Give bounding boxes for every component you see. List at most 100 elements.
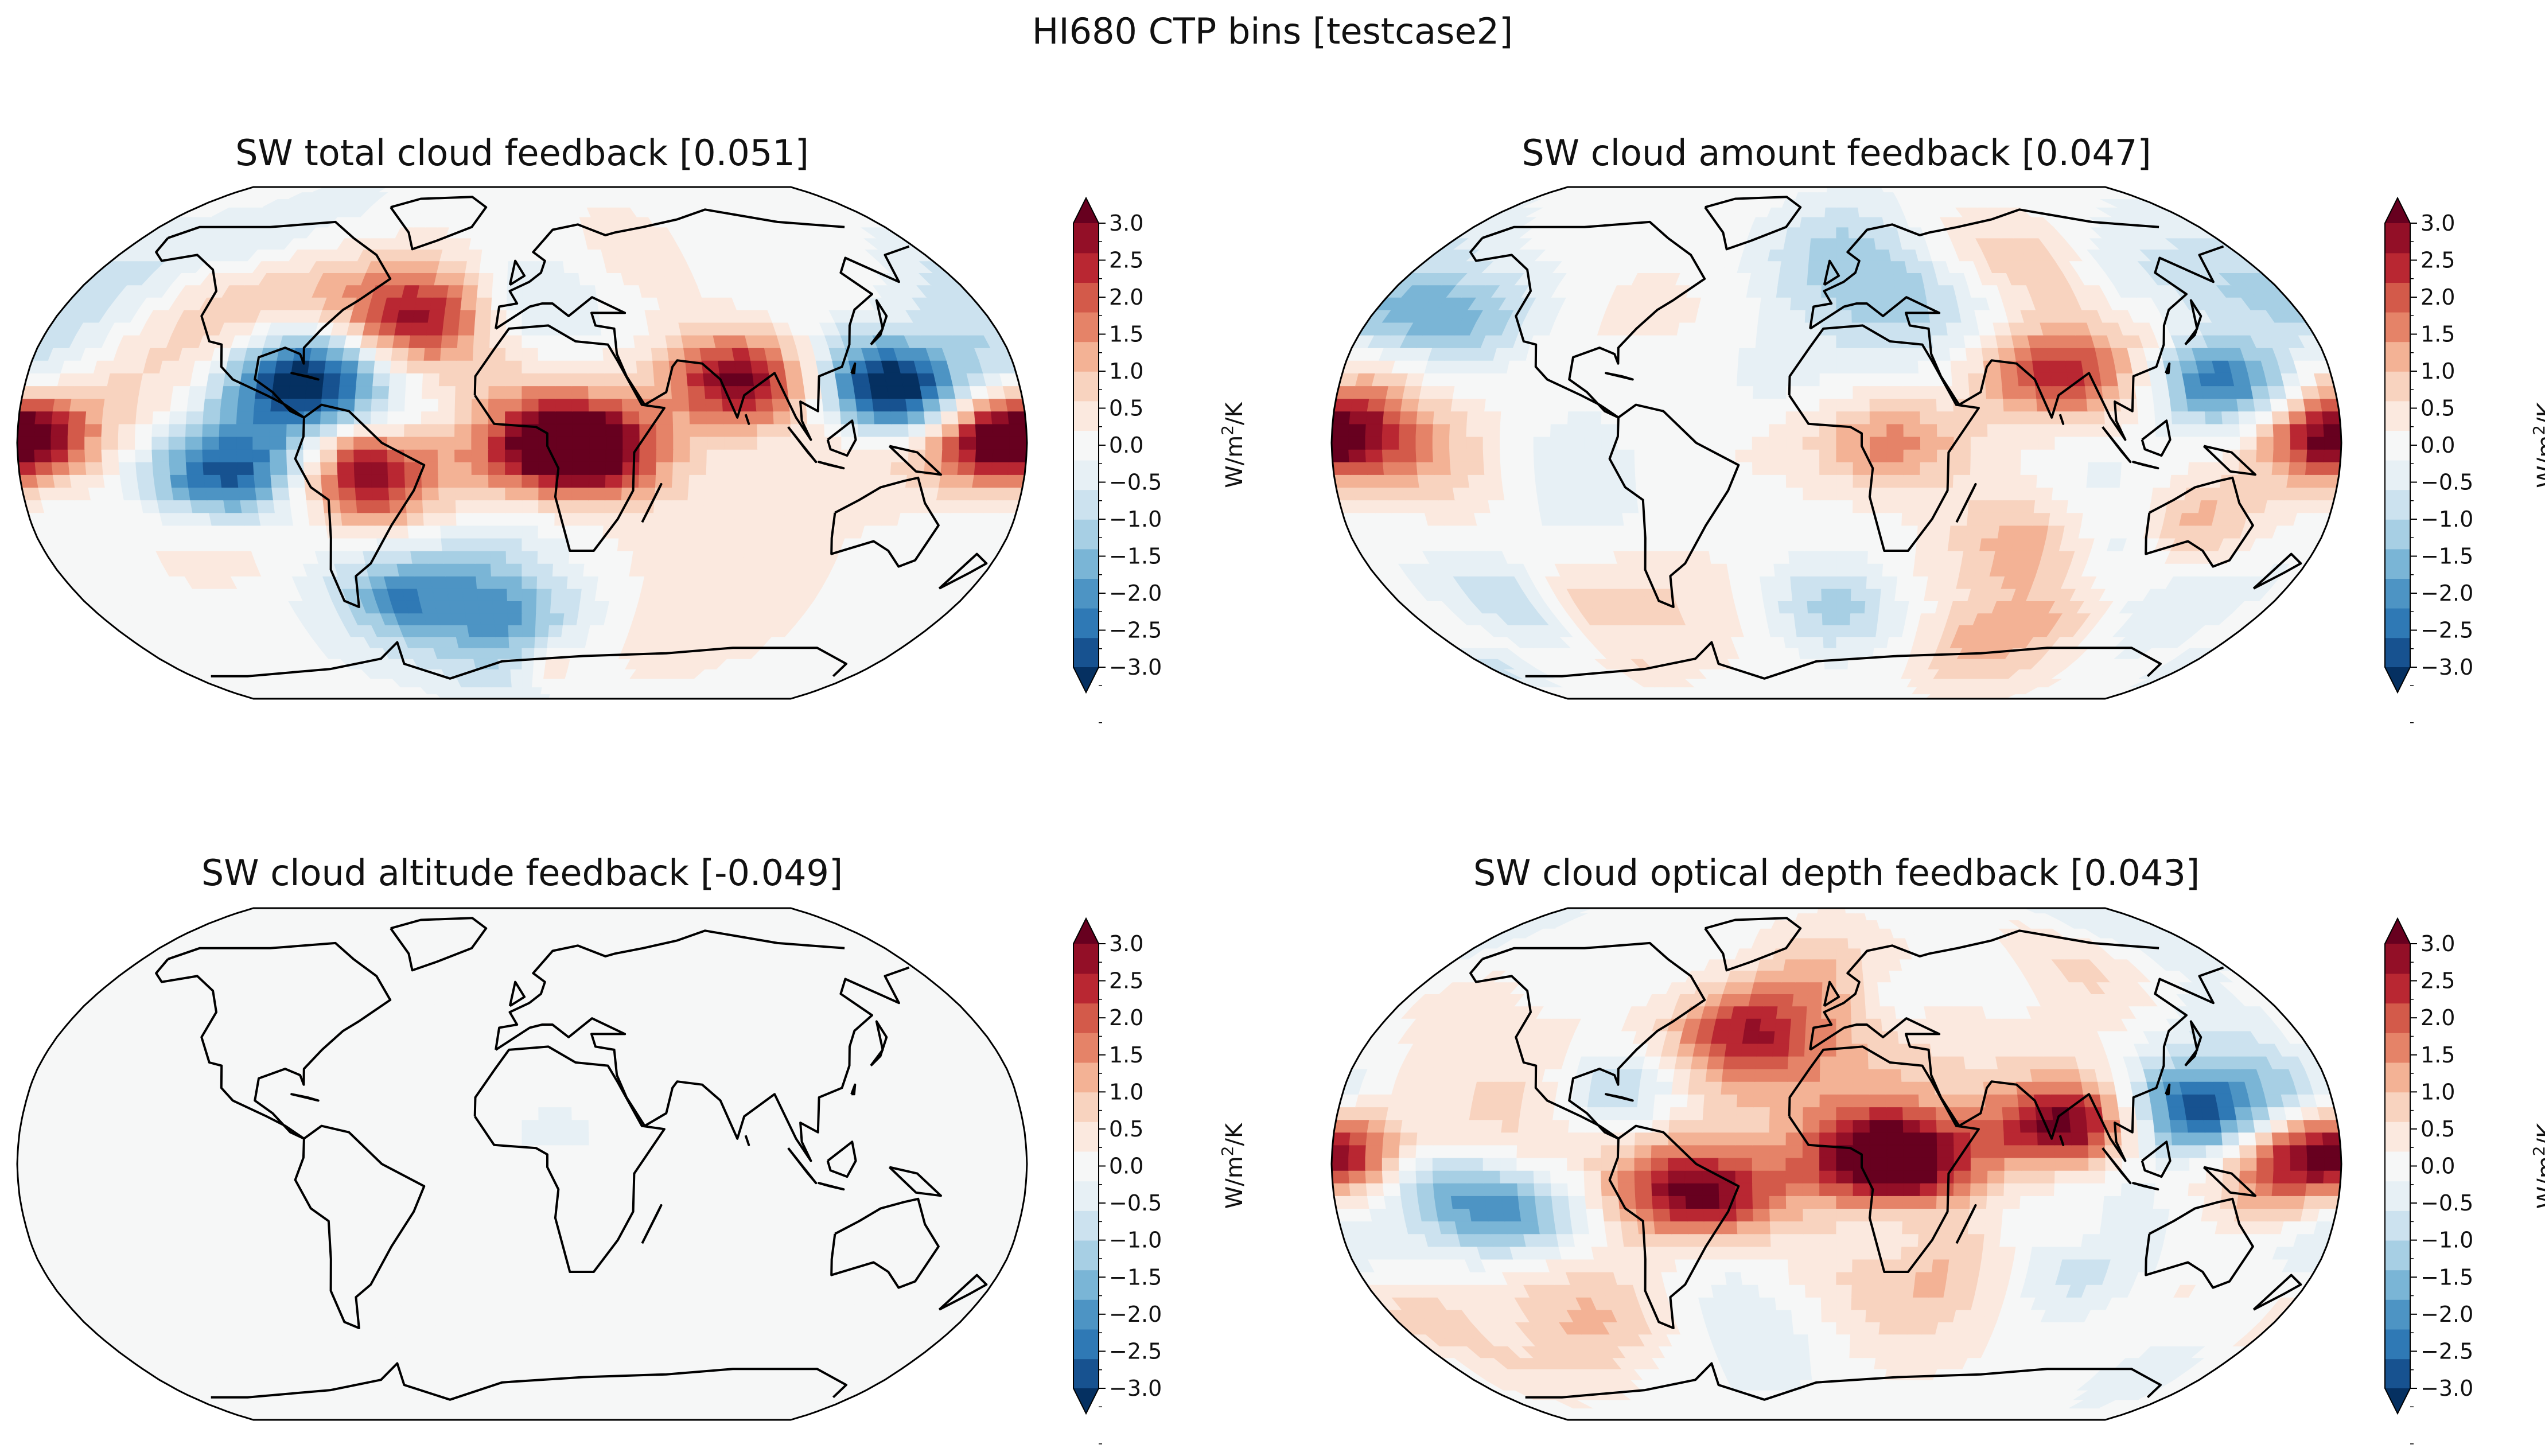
heatmap-cell — [857, 461, 875, 475]
heatmap-cell — [1605, 512, 1625, 526]
heatmap-cell — [454, 474, 473, 488]
heatmap-cell — [952, 486, 973, 501]
heatmap-cell — [320, 461, 338, 475]
heatmap-cell — [305, 385, 324, 399]
heatmap-cell — [472, 486, 489, 501]
heatmap-cell — [429, 297, 448, 310]
heatmap-cell — [2033, 499, 2053, 513]
heatmap-cell — [1753, 499, 1771, 513]
heatmap-cell — [1965, 525, 1984, 539]
heatmap-cell — [1483, 461, 1502, 475]
heatmap-cell — [622, 449, 640, 462]
heatmap-cell — [1726, 563, 1745, 577]
heatmap-cell — [857, 449, 876, 462]
heatmap-cell — [900, 499, 921, 513]
heatmap-cell — [1558, 525, 1579, 539]
heatmap-cell — [1933, 525, 1951, 539]
heatmap-cell — [1819, 499, 1837, 513]
heatmap-cell — [753, 486, 773, 501]
heatmap-cell — [1759, 575, 1777, 589]
heatmap-cell — [1668, 398, 1687, 412]
heatmap-cell — [2153, 474, 2172, 488]
heatmap-cell — [473, 334, 491, 348]
heatmap-cell — [629, 309, 648, 323]
heatmap-cell — [731, 525, 752, 539]
heatmap-cell — [303, 187, 325, 193]
heatmap-cell — [2137, 411, 2156, 425]
heatmap-cell — [505, 512, 523, 526]
heatmap-cell — [1482, 423, 1501, 437]
heatmap-cell — [1836, 385, 1854, 399]
heatmap-cell — [2071, 436, 2089, 450]
heatmap-cell — [441, 538, 459, 551]
heatmap-cell — [2121, 423, 2140, 437]
heatmap-cell — [1885, 372, 1904, 387]
heatmap-cell — [1539, 512, 1559, 526]
heatmap-cell — [488, 461, 506, 475]
heatmap-cell — [479, 612, 495, 625]
heatmap-cell — [492, 588, 508, 602]
heatmap-cell — [1438, 372, 1458, 387]
heatmap-cell — [388, 486, 407, 501]
heatmap-cell — [2087, 461, 2106, 475]
heatmap-cell — [1969, 474, 1988, 488]
heatmap-cell — [1473, 360, 1494, 373]
heatmap-cell — [490, 563, 507, 577]
heatmap-cell — [90, 372, 111, 387]
heatmap-cell — [522, 227, 535, 239]
heatmap-cell — [480, 624, 496, 637]
heatmap-cell — [252, 449, 271, 462]
heatmap-cell — [571, 499, 589, 513]
heatmap-cell — [1850, 612, 1866, 625]
heatmap-cell — [2015, 512, 2035, 526]
heatmap-cell — [1009, 449, 1027, 462]
heatmap-cell — [706, 436, 725, 450]
heatmap-cell — [1534, 398, 1554, 412]
heatmap-cell — [1890, 612, 1908, 625]
heatmap-cell — [474, 322, 492, 336]
heatmap-cell — [1450, 398, 1470, 412]
heatmap-cell — [402, 285, 421, 298]
heatmap-cell — [686, 372, 705, 387]
heatmap-cell — [505, 538, 523, 551]
heatmap-cell — [488, 512, 507, 526]
heatmap-cell — [1984, 499, 2003, 513]
heatmap-cell — [1864, 600, 1881, 614]
heatmap-cell — [1399, 411, 1418, 425]
heatmap-cell — [936, 385, 956, 399]
heatmap-cell — [1482, 436, 1501, 450]
heatmap-cell — [354, 398, 373, 412]
heatmap-cell — [487, 668, 501, 679]
heatmap-cell — [1852, 347, 1870, 361]
heatmap-cell — [2322, 411, 2341, 425]
heatmap-cell — [1930, 322, 1948, 336]
heatmap-cell — [1718, 461, 1737, 475]
heatmap-cell — [1979, 334, 1999, 348]
heatmap-cell — [1729, 297, 1748, 310]
heatmap-cell — [1568, 398, 1587, 412]
heatmap-cell — [176, 360, 196, 373]
heatmap-cell — [554, 360, 572, 373]
heatmap-cell — [270, 411, 288, 425]
heatmap-cell — [421, 398, 439, 412]
heatmap-cell — [1558, 347, 1579, 361]
heatmap-cell — [1791, 285, 1808, 298]
heatmap-cell — [227, 347, 248, 361]
heatmap-cell — [1737, 512, 1756, 526]
heatmap-cell — [408, 538, 427, 551]
heatmap-cell — [1951, 372, 1970, 387]
heatmap-cell — [789, 461, 808, 475]
heatmap-cell — [340, 512, 359, 526]
heatmap-cell — [2286, 474, 2306, 488]
colorbar-tick-label: 2.5 — [1109, 248, 1143, 273]
heatmap-cell — [571, 461, 590, 475]
heatmap-cell — [493, 612, 509, 625]
heatmap-cell — [565, 588, 583, 602]
heatmap-cell — [1711, 563, 1730, 577]
heatmap-cell — [820, 385, 840, 399]
heatmap-cell — [1658, 538, 1678, 551]
heatmap-cell — [737, 187, 760, 193]
heatmap-cell — [522, 461, 539, 475]
heatmap-cell — [1369, 486, 1390, 501]
heatmap-cell — [670, 372, 688, 387]
